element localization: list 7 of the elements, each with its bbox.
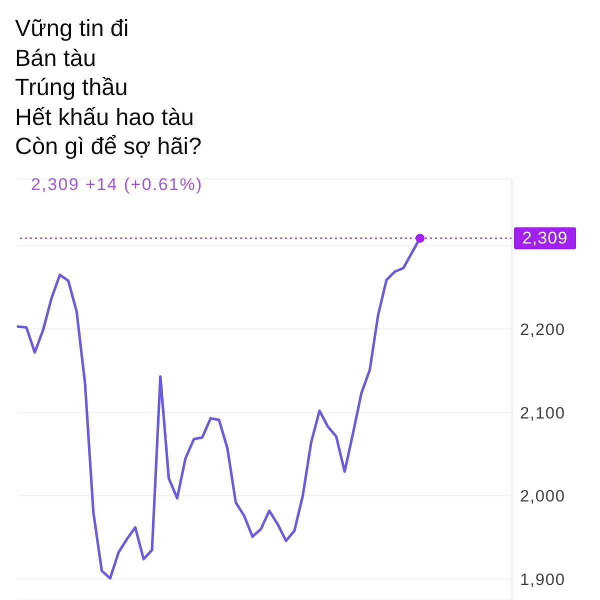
y-tick-label: 2,100 xyxy=(520,404,566,422)
chart-title: Vững tin đi Bán tàu Trúng thầu Hết khấu hao tàu Còn gì để sợ hãi? xyxy=(15,14,202,161)
y-tick-label: 1,900 xyxy=(520,571,566,590)
chart-subtitle: 2,309 +14 (+0.61%) xyxy=(31,175,203,195)
ref-line-label: 2,309 xyxy=(522,228,568,248)
y-tick-label: 2,000 xyxy=(520,488,566,506)
y-tick-label: 2,200 xyxy=(520,320,566,339)
